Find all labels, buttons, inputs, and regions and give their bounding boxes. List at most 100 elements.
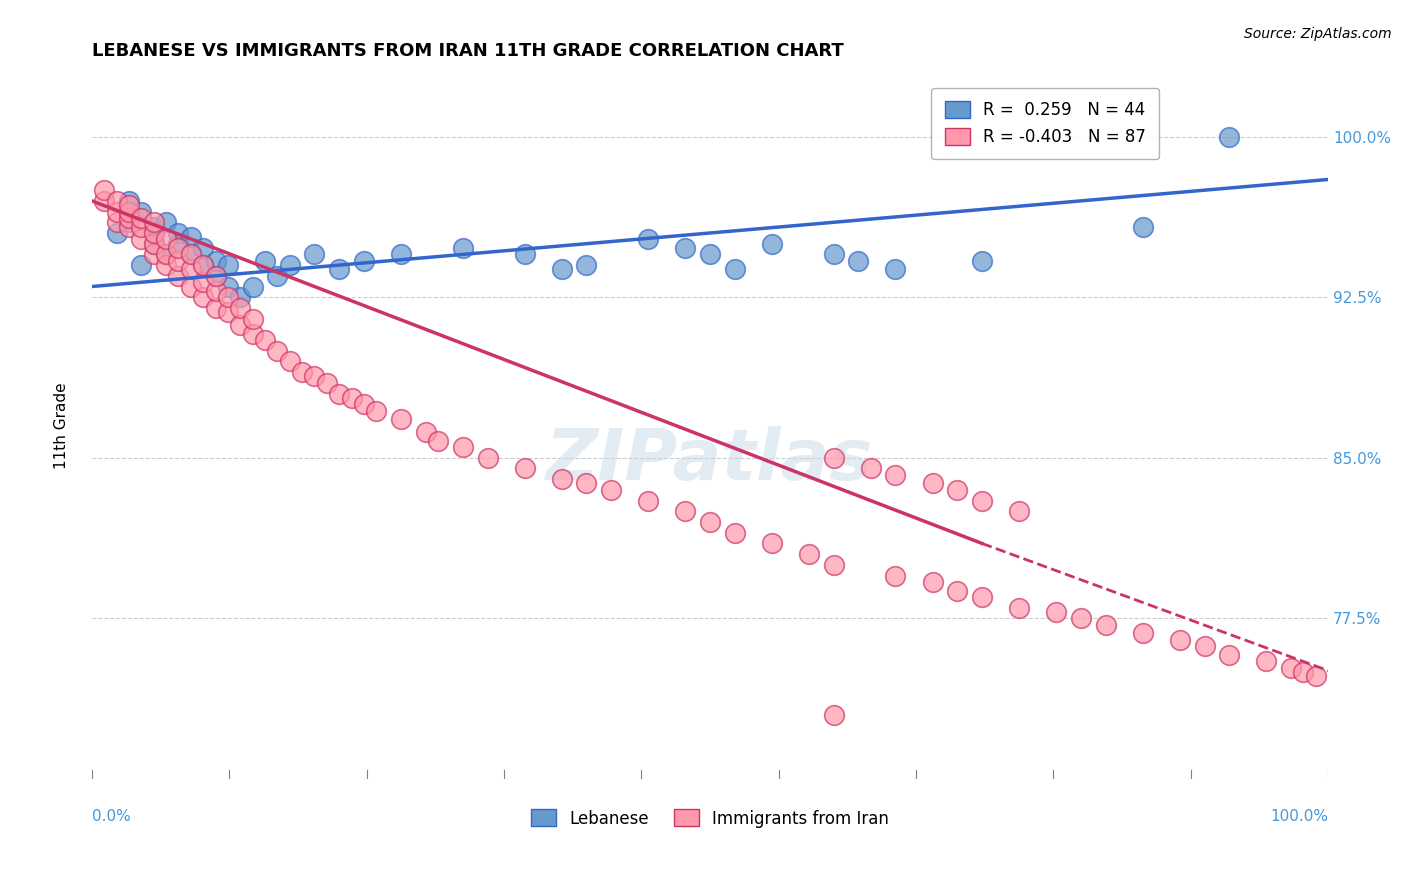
Point <box>180 262 202 277</box>
Point <box>946 483 969 497</box>
Point <box>970 493 993 508</box>
Point <box>217 290 239 304</box>
Point <box>1132 219 1154 234</box>
Point <box>353 253 375 268</box>
Point <box>550 262 572 277</box>
Point <box>118 215 141 229</box>
Point <box>921 574 943 589</box>
Point <box>477 450 499 465</box>
Point <box>118 211 141 225</box>
Point <box>180 230 202 244</box>
Point <box>204 301 226 315</box>
Point <box>637 232 659 246</box>
Point <box>118 219 141 234</box>
Point <box>550 472 572 486</box>
Point <box>1132 626 1154 640</box>
Point <box>204 268 226 283</box>
Point <box>217 305 239 319</box>
Point <box>118 194 141 208</box>
Text: 11th Grade: 11th Grade <box>53 383 69 469</box>
Point <box>1045 605 1067 619</box>
Point <box>1256 654 1278 668</box>
Point <box>242 311 264 326</box>
Point <box>180 247 202 261</box>
Point <box>118 204 141 219</box>
Point <box>155 247 177 261</box>
Point <box>142 215 165 229</box>
Point <box>229 301 252 315</box>
Point <box>204 253 226 268</box>
Point <box>600 483 623 497</box>
Point <box>193 258 215 272</box>
Point <box>118 198 141 212</box>
Point <box>1218 648 1240 662</box>
Point <box>451 440 474 454</box>
Point <box>217 279 239 293</box>
Point <box>823 558 845 572</box>
Point <box>1168 632 1191 647</box>
Point <box>242 326 264 341</box>
Point <box>142 226 165 240</box>
Point <box>155 215 177 229</box>
Point <box>131 211 153 225</box>
Point <box>155 247 177 261</box>
Point <box>1279 660 1302 674</box>
Point <box>142 236 165 251</box>
Point <box>1008 504 1031 518</box>
Point <box>229 318 252 332</box>
Point <box>193 290 215 304</box>
Point <box>253 253 276 268</box>
Point <box>859 461 882 475</box>
Point <box>513 247 536 261</box>
Point <box>167 241 190 255</box>
Text: LEBANESE VS IMMIGRANTS FROM IRAN 11TH GRADE CORRELATION CHART: LEBANESE VS IMMIGRANTS FROM IRAN 11TH GR… <box>91 42 844 60</box>
Point <box>699 515 721 529</box>
Point <box>699 247 721 261</box>
Point <box>637 493 659 508</box>
Point <box>823 707 845 722</box>
Point <box>105 226 128 240</box>
Point <box>167 268 190 283</box>
Point <box>155 258 177 272</box>
Point <box>180 247 202 261</box>
Point <box>797 547 820 561</box>
Point <box>340 391 363 405</box>
Point <box>266 268 288 283</box>
Text: ZIPatlas: ZIPatlas <box>547 426 873 495</box>
Legend: Lebanese, Immigrants from Iran: Lebanese, Immigrants from Iran <box>524 803 896 834</box>
Point <box>193 241 215 255</box>
Point <box>93 183 115 197</box>
Point <box>304 247 326 261</box>
Point <box>970 253 993 268</box>
Point <box>1218 129 1240 144</box>
Point <box>167 236 190 251</box>
Point <box>1292 665 1315 679</box>
Point <box>204 284 226 298</box>
Point <box>366 403 388 417</box>
Point <box>921 476 943 491</box>
Point <box>328 386 350 401</box>
Point <box>353 397 375 411</box>
Point <box>389 247 412 261</box>
Point <box>415 425 437 439</box>
Point <box>673 504 696 518</box>
Point <box>1305 669 1327 683</box>
Point <box>131 258 153 272</box>
Point <box>1094 617 1116 632</box>
Point <box>142 219 165 234</box>
Point <box>131 219 153 234</box>
Point <box>105 194 128 208</box>
Point <box>724 525 747 540</box>
Point <box>193 275 215 289</box>
Point <box>451 241 474 255</box>
Point <box>427 434 450 448</box>
Point <box>142 236 165 251</box>
Point <box>315 376 337 390</box>
Point <box>673 241 696 255</box>
Point <box>823 450 845 465</box>
Point <box>253 333 276 347</box>
Point <box>167 253 190 268</box>
Point <box>242 279 264 293</box>
Point <box>217 258 239 272</box>
Point <box>884 467 907 482</box>
